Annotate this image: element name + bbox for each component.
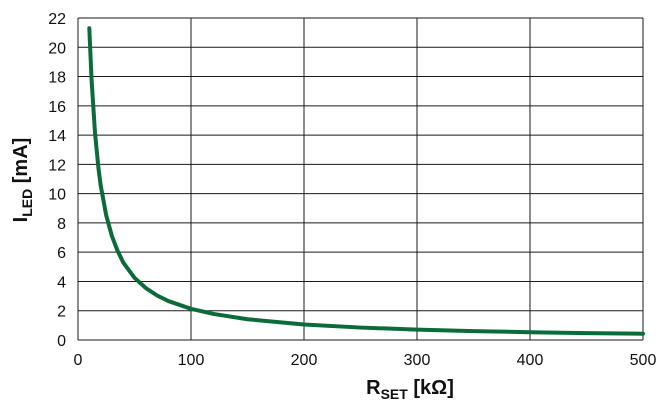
y-tick-label: 12 [48,157,66,174]
x-axis-title-unit: [kΩ] [408,377,454,399]
y-tick-label: 10 [48,187,66,204]
x-tick-label: 100 [178,352,205,369]
y-axis-title-sub: LED [19,189,35,217]
y-axis-title-unit: [mA] [10,138,32,189]
y-axis-title-main: I [10,217,32,223]
y-tick-label: 4 [57,274,66,291]
y-tick-label: 14 [48,128,66,145]
x-tick-label: 500 [630,352,657,369]
y-tick-label: 18 [48,70,66,87]
x-tick-label: 200 [291,352,318,369]
y-tick-label: 2 [57,304,66,321]
series-line-iled [87,26,645,336]
y-axis-ticks: 0 2 4 6 8 10 12 14 16 18 20 22 [48,11,66,350]
x-tick-label: 300 [404,352,431,369]
y-tick-label: 0 [57,333,66,350]
y-axis-title: ILED [mA] [10,138,35,223]
y-tick-label: 22 [48,11,66,28]
y-tick-label: 6 [57,245,66,262]
x-axis-title-main: R [366,377,381,399]
x-tick-label: 0 [74,352,83,369]
x-axis-title-sub: SET [381,386,409,402]
grid-lines [77,17,644,341]
x-axis-title: RSET [kΩ] [366,377,454,402]
plot-area [78,18,643,340]
x-tick-label: 400 [517,352,544,369]
y-tick-label: 16 [48,99,66,116]
y-tick-label: 8 [57,216,66,233]
x-axis-ticks: 0 100 200 300 400 500 [74,352,657,369]
y-tick-label: 20 [48,40,66,57]
